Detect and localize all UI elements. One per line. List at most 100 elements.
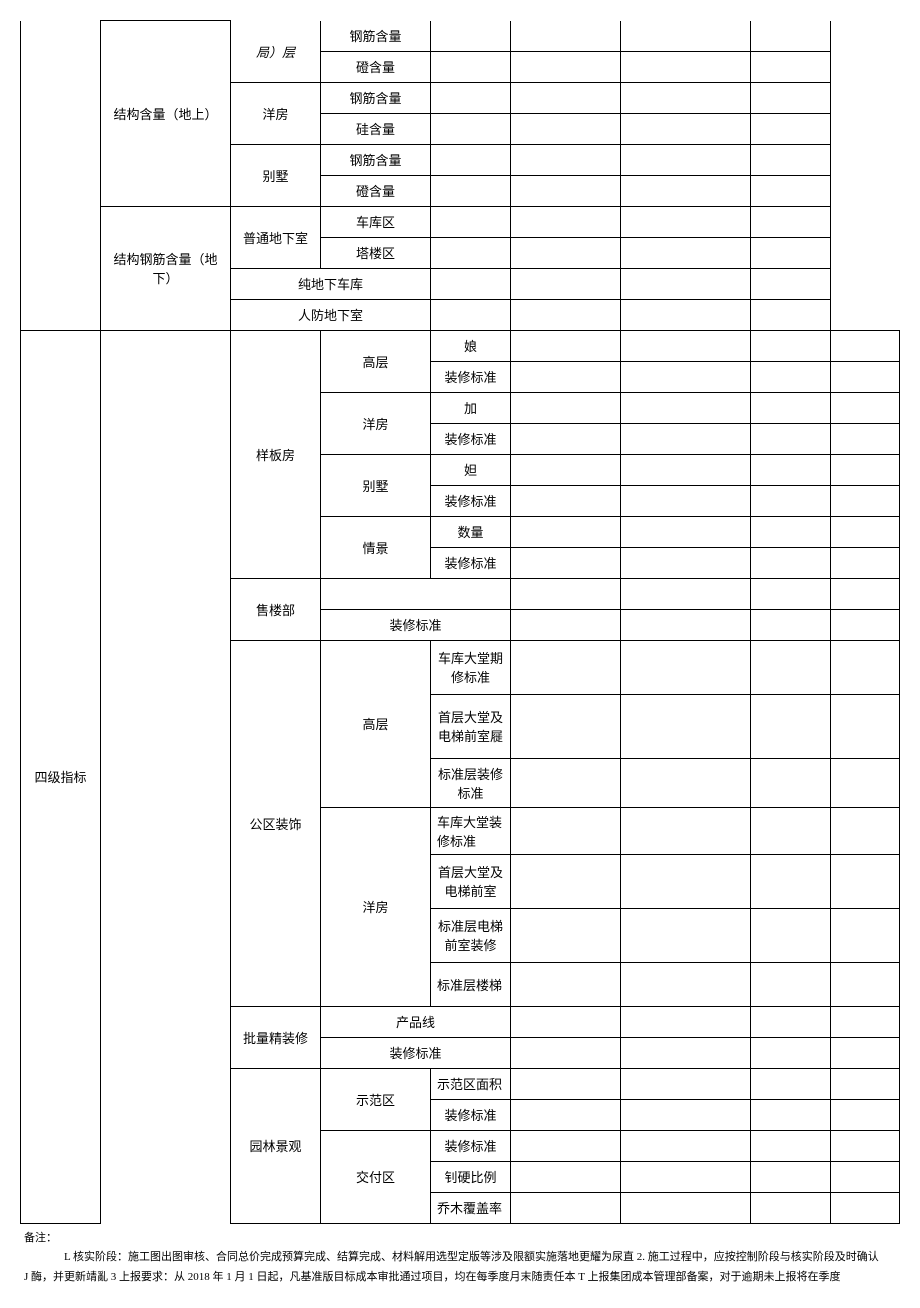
blank bbox=[431, 113, 511, 144]
blank bbox=[621, 908, 751, 962]
blank bbox=[511, 807, 621, 854]
col2-sales-office: 售楼部 bbox=[231, 578, 321, 640]
blank bbox=[621, 1130, 751, 1161]
blank bbox=[831, 1099, 900, 1130]
blank bbox=[511, 1099, 621, 1130]
blank bbox=[831, 547, 900, 578]
blank bbox=[621, 1006, 751, 1037]
blank bbox=[621, 516, 751, 547]
blank bbox=[431, 51, 511, 82]
blank bbox=[751, 330, 831, 361]
blank bbox=[751, 392, 831, 423]
col3-normal-basement: 普通地下室 bbox=[231, 206, 321, 268]
blank bbox=[751, 640, 831, 694]
blank bbox=[751, 206, 831, 237]
blank bbox=[621, 962, 751, 1006]
blank bbox=[511, 330, 621, 361]
blank bbox=[751, 908, 831, 962]
blank bbox=[621, 361, 751, 392]
blank bbox=[831, 1006, 900, 1037]
col3-ju-floor: 局）层 bbox=[231, 21, 321, 83]
col4-deng-2: 磴含量 bbox=[321, 175, 431, 206]
blank bbox=[511, 1130, 621, 1161]
blank bbox=[751, 807, 831, 854]
blank bbox=[431, 237, 511, 268]
blank bbox=[751, 423, 831, 454]
blank bbox=[511, 640, 621, 694]
blank bbox=[621, 144, 751, 175]
col4-rebar-2: 钢筋含量 bbox=[321, 82, 431, 113]
col3-decor-std-2: 装修标准 bbox=[321, 1037, 511, 1068]
blank bbox=[511, 1161, 621, 1192]
blank bbox=[831, 609, 900, 640]
blank bbox=[621, 299, 751, 330]
blank bbox=[621, 21, 751, 52]
blank bbox=[751, 361, 831, 392]
blank bbox=[511, 206, 621, 237]
blank bbox=[831, 640, 900, 694]
blank bbox=[751, 485, 831, 516]
col2-landscape: 园林景观 bbox=[231, 1068, 321, 1223]
blank bbox=[511, 694, 621, 758]
blank bbox=[511, 299, 621, 330]
blank bbox=[511, 175, 621, 206]
blank bbox=[621, 1068, 751, 1099]
blank bbox=[831, 1037, 900, 1068]
col4-rebar-3: 钢筋含量 bbox=[321, 144, 431, 175]
col3-yangfang-3: 洋房 bbox=[321, 807, 431, 1006]
blank bbox=[751, 113, 831, 144]
col2-struct-rebar-below: 结构钢筋含量（地下） bbox=[101, 206, 231, 330]
blank bbox=[831, 392, 900, 423]
blank bbox=[511, 237, 621, 268]
blank bbox=[621, 547, 751, 578]
blank bbox=[621, 609, 751, 640]
col4-decor-std-3: 装修标准 bbox=[431, 485, 511, 516]
blank bbox=[751, 175, 831, 206]
col1-blank-bottom bbox=[101, 330, 231, 1223]
blank bbox=[511, 854, 621, 908]
col2-struct-above: 结构含量（地上） bbox=[101, 21, 231, 207]
blank bbox=[621, 1161, 751, 1192]
col3-yangfang-2: 洋房 bbox=[321, 392, 431, 454]
col4-first-lobby-elev: 首层大堂及电梯前室屣 bbox=[431, 694, 511, 758]
col2-public-decor: 公区装饰 bbox=[231, 640, 321, 1006]
blank bbox=[621, 758, 751, 807]
blank bbox=[831, 1068, 900, 1099]
footnote: 备注： L 核实阶段：施工图出图审核、合同总价完成预算完成、结算完成、材料解用选… bbox=[20, 1230, 900, 1287]
col4-da: 妲 bbox=[431, 454, 511, 485]
blank bbox=[621, 82, 751, 113]
col4-gui-1: 硅含量 bbox=[321, 113, 431, 144]
blank bbox=[831, 962, 900, 1006]
blank bbox=[621, 330, 751, 361]
sales-blank bbox=[321, 578, 511, 609]
col3-decor-std-1: 装修标准 bbox=[321, 609, 511, 640]
blank bbox=[831, 485, 900, 516]
blank bbox=[831, 908, 900, 962]
col1-level4: 四级指标 bbox=[21, 330, 101, 1223]
blank bbox=[751, 1068, 831, 1099]
blank bbox=[511, 485, 621, 516]
blank bbox=[831, 1161, 900, 1192]
blank bbox=[511, 609, 621, 640]
blank bbox=[751, 1192, 831, 1223]
blank bbox=[511, 908, 621, 962]
blank bbox=[431, 268, 511, 299]
blank bbox=[621, 694, 751, 758]
blank bbox=[751, 547, 831, 578]
col4-jia: 加 bbox=[431, 392, 511, 423]
blank bbox=[751, 609, 831, 640]
col3-villa-2: 别墅 bbox=[321, 454, 431, 516]
blank bbox=[511, 1068, 621, 1099]
blank bbox=[831, 330, 900, 361]
blank bbox=[511, 1037, 621, 1068]
footnote-title: 备注： bbox=[24, 1230, 896, 1248]
col3-gaoceng-2: 高层 bbox=[321, 640, 431, 807]
blank bbox=[831, 361, 900, 392]
blank bbox=[621, 392, 751, 423]
col4-hard-ratio: 钊硬比例 bbox=[431, 1161, 511, 1192]
blank bbox=[621, 423, 751, 454]
col4-rebar-1: 钢筋含量 bbox=[321, 21, 431, 52]
blank bbox=[751, 758, 831, 807]
blank bbox=[511, 547, 621, 578]
blank bbox=[751, 578, 831, 609]
